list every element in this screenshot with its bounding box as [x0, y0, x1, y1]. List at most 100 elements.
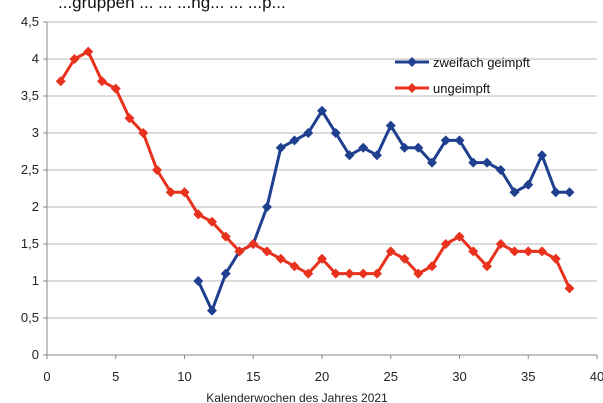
- data-point-zweifach-geimpft: [303, 128, 314, 138]
- legend-swatch-marker: [407, 83, 417, 93]
- data-point-ungeimpft: [165, 187, 176, 198]
- legend-item-ungeimpft: ungeimpft: [395, 81, 490, 96]
- data-point-ungeimpft: [275, 253, 286, 264]
- y-tick-label: 0: [32, 347, 39, 362]
- data-point-zweifach-geimpft: [207, 305, 217, 316]
- y-tick-label: 1,5: [21, 236, 39, 251]
- x-tick-label: 5: [112, 369, 119, 384]
- data-point-ungeimpft: [330, 268, 341, 279]
- data-point-zweifach-geimpft: [317, 105, 327, 116]
- data-point-zweifach-geimpft: [385, 120, 396, 131]
- x-tick-label: 25: [384, 369, 398, 384]
- data-point-zweifach-geimpft: [220, 268, 231, 279]
- data-point-ungeimpft: [110, 83, 121, 94]
- data-point-ungeimpft: [303, 268, 314, 279]
- chart-title-cropped: ...gruppen ... ... ...ng... ... ...p...: [58, 0, 286, 12]
- data-point-zweifach-geimpft: [358, 142, 369, 153]
- x-tick-label: 0: [43, 369, 50, 384]
- data-point-ungeimpft: [399, 253, 410, 264]
- axes: [43, 21, 598, 359]
- data-point-zweifach-geimpft: [289, 135, 300, 146]
- data-point-zweifach-geimpft: [495, 165, 506, 175]
- tick-labels: 0 0,5 1 1,5 2 2,5 3 3,5 4 4,5 0 5 10 15 20 25 30 35 40: [21, 14, 603, 384]
- data-point-ungeimpft: [413, 268, 424, 279]
- data-point-ungeimpft: [248, 239, 259, 249]
- data-point-ungeimpft: [234, 246, 245, 257]
- data-point-ungeimpft: [317, 253, 327, 264]
- data-point-ungeimpft: [289, 261, 300, 272]
- legend-item-zweifach-geimpft: zweifach geimpft: [395, 55, 530, 70]
- data-point-zweifach-geimpft: [440, 135, 451, 146]
- series-line-zweifach-geimpft: [196, 109, 570, 313]
- y-tick-label: 3: [32, 125, 39, 140]
- data-point-ungeimpft: [262, 246, 272, 257]
- y-tick-label: 3,5: [21, 88, 39, 103]
- x-axis-title: Kalenderwochen des Jahres 2021: [206, 391, 388, 403]
- data-point-ungeimpft: [564, 283, 575, 294]
- data-point-ungeimpft: [550, 253, 561, 264]
- data-point-ungeimpft: [220, 231, 231, 242]
- data-point-ungeimpft: [83, 46, 94, 57]
- legend-swatch-marker: [407, 57, 417, 67]
- legend-label: ungeimpft: [433, 81, 490, 96]
- data-point-zweifach-geimpft: [372, 150, 382, 161]
- data-point-zweifach-geimpft: [468, 157, 479, 168]
- data-point-ungeimpft: [124, 113, 135, 124]
- y-tick-label: 4: [32, 51, 39, 66]
- x-tick-label: 20: [315, 369, 329, 384]
- series-ungeimpft: [55, 46, 575, 294]
- data-point-ungeimpft: [440, 239, 451, 249]
- data-point-ungeimpft: [344, 268, 355, 279]
- data-point-zweifach-geimpft: [427, 157, 437, 168]
- data-point-ungeimpft: [454, 231, 465, 242]
- data-point-ungeimpft: [468, 246, 479, 257]
- data-point-ungeimpft: [509, 246, 520, 257]
- data-point-ungeimpft: [385, 246, 396, 257]
- y-tick-label: 0,5: [21, 310, 39, 325]
- data-point-zweifach-geimpft: [523, 179, 534, 190]
- data-point-ungeimpft: [97, 76, 107, 87]
- x-tick-label: 40: [590, 369, 603, 384]
- data-point-ungeimpft: [207, 216, 217, 227]
- x-tick-label: 35: [521, 369, 535, 384]
- data-point-ungeimpft: [55, 76, 66, 87]
- data-point-ungeimpft: [482, 261, 492, 272]
- data-point-zweifach-geimpft: [482, 157, 492, 168]
- y-tick-label: 4,5: [21, 14, 39, 29]
- data-point-zweifach-geimpft: [454, 135, 465, 146]
- data-point-zweifach-geimpft: [193, 276, 204, 286]
- x-tick-label: 15: [246, 369, 260, 384]
- data-point-zweifach-geimpft: [399, 142, 410, 153]
- series-zweifach-geimpft: [193, 105, 575, 316]
- data-point-ungeimpft: [179, 187, 190, 198]
- data-point-ungeimpft: [537, 246, 547, 257]
- x-tick-label: 10: [177, 369, 191, 384]
- data-point-ungeimpft: [358, 268, 369, 279]
- data-point-ungeimpft: [427, 261, 437, 272]
- data-point-ungeimpft: [372, 268, 382, 279]
- data-point-ungeimpft: [69, 54, 80, 64]
- y-tick-label: 2: [32, 199, 39, 214]
- data-point-zweifach-geimpft: [564, 187, 575, 198]
- series-layer: [55, 46, 575, 316]
- legend-label: zweifach geimpft: [433, 55, 530, 70]
- y-tick-label: 2,5: [21, 162, 39, 177]
- data-point-ungeimpft: [138, 128, 149, 138]
- data-point-zweifach-geimpft: [330, 128, 341, 138]
- data-point-ungeimpft: [152, 165, 162, 175]
- data-point-ungeimpft: [495, 239, 506, 249]
- data-point-zweifach-geimpft: [413, 142, 424, 153]
- chart-title: ...gruppen ... ... ...ng... ... ...p...: [58, 0, 286, 12]
- data-point-zweifach-geimpft: [262, 202, 272, 212]
- data-point-zweifach-geimpft: [509, 187, 520, 198]
- data-point-zweifach-geimpft: [537, 150, 547, 161]
- data-point-zweifach-geimpft: [275, 142, 286, 153]
- data-point-ungeimpft: [193, 209, 204, 220]
- legend: zweifach geimpft ungeimpft: [395, 55, 530, 96]
- data-point-zweifach-geimpft: [344, 150, 355, 161]
- data-point-zweifach-geimpft: [550, 187, 561, 198]
- x-tick-label: 30: [452, 369, 466, 384]
- y-tick-label: 1: [32, 273, 39, 288]
